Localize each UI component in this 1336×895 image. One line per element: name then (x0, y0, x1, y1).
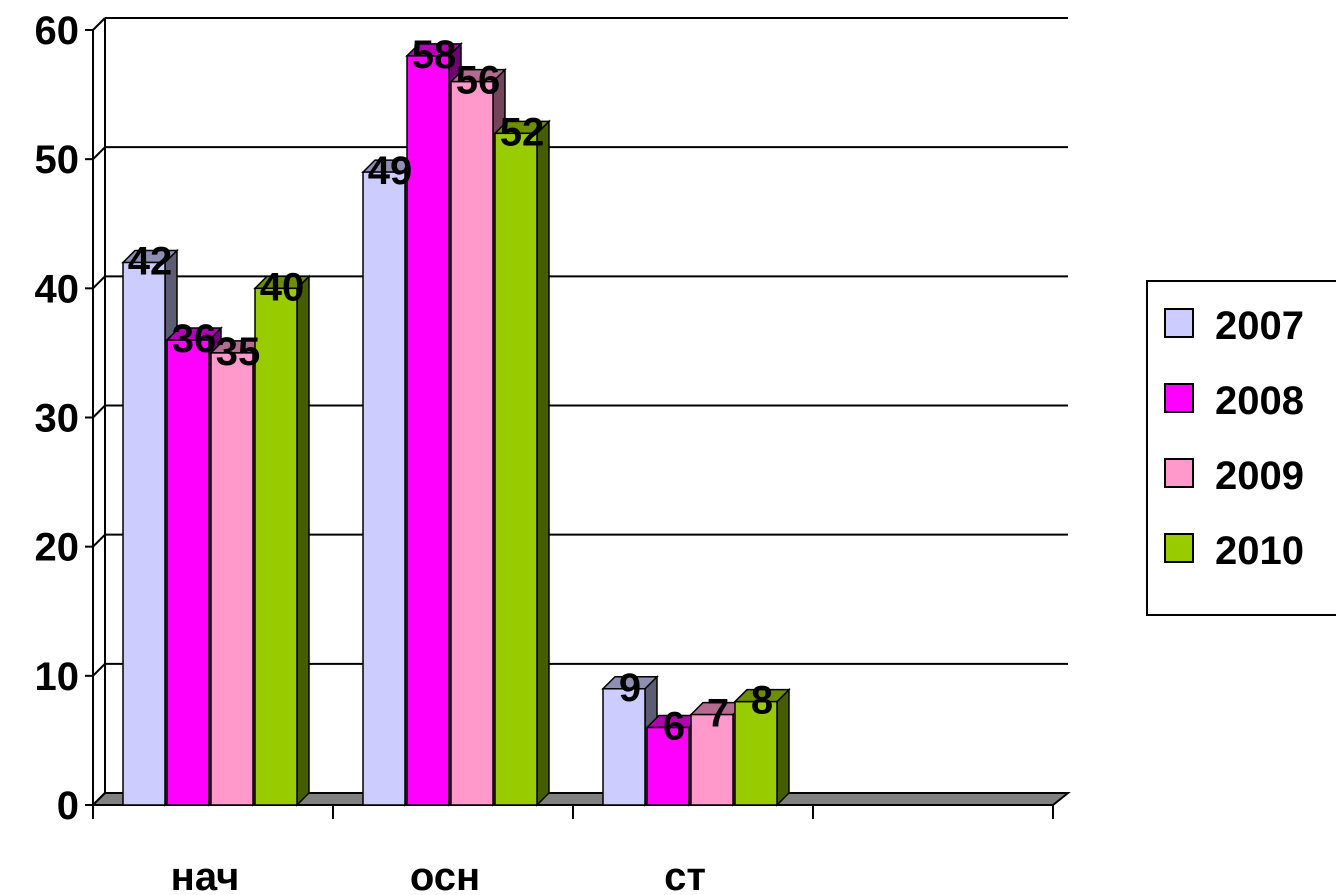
bar-2009-нач (210, 352, 254, 806)
legend-swatch (1164, 383, 1194, 413)
data-label: 52 (500, 110, 545, 154)
x-tick-label: нач (171, 855, 240, 895)
data-label: 42 (128, 240, 173, 284)
data-label: 7 (707, 692, 729, 736)
gridline-connector (92, 663, 106, 677)
gridline-connector (92, 275, 106, 290)
gridline-connector (92, 533, 106, 548)
x-tick-labels: нач осн ст (171, 855, 706, 895)
bar-side (536, 119, 550, 807)
data-label: 56 (456, 59, 501, 103)
data-label: 49 (368, 149, 413, 193)
data-label: 40 (260, 265, 305, 309)
data-label: 6 (663, 705, 685, 749)
bar-2009-ст (690, 713, 734, 806)
data-label: 8 (751, 679, 773, 723)
bar-2010-ст (734, 700, 778, 806)
legend: 2007 2008 2009 2010 (1146, 280, 1336, 616)
bar-2008-ст (646, 726, 690, 806)
legend-swatch (1164, 308, 1194, 338)
bar-2007-нач (122, 261, 166, 806)
y-tick-label: 20 (35, 526, 80, 570)
bar-side (776, 687, 790, 807)
bar-side (296, 274, 310, 807)
x-tick-label: осн (410, 855, 480, 895)
bar-2010-осн (494, 132, 538, 806)
legend-entry: 2008 (1215, 379, 1304, 423)
legend-swatch (1164, 458, 1194, 488)
gridline-connector (92, 146, 106, 160)
legend-entry: 2010 (1215, 529, 1304, 573)
legend-swatch (1164, 533, 1194, 563)
legend-entry: 2009 (1215, 454, 1304, 498)
bar-2008-осн (406, 55, 450, 806)
bar-2007-осн (362, 171, 406, 806)
y-tick-label: 60 (35, 9, 80, 53)
legend-entry: 2007 (1215, 304, 1304, 348)
data-label: 36 (172, 317, 217, 361)
data-label: 58 (412, 33, 457, 77)
bar-2008-нач (166, 339, 210, 806)
gridline-connector (92, 17, 106, 31)
bar-2010-нач (254, 287, 298, 806)
y-tick-label: 10 (35, 655, 80, 699)
y-tick-label: 30 (35, 397, 80, 441)
data-label: 9 (619, 666, 641, 710)
y-tick-label: 40 (35, 267, 80, 311)
bars (121, 42, 791, 807)
bar-2009-осн (450, 80, 494, 806)
bar-2007-ст (602, 688, 646, 806)
y-tick-labels: 0 10 20 30 40 50 60 (35, 9, 80, 828)
gridline-connector (92, 404, 106, 419)
data-label: 35 (216, 330, 261, 374)
y-tick-label: 50 (35, 138, 80, 182)
y-tick-label: 0 (57, 784, 79, 828)
x-tick-label: ст (664, 855, 706, 895)
